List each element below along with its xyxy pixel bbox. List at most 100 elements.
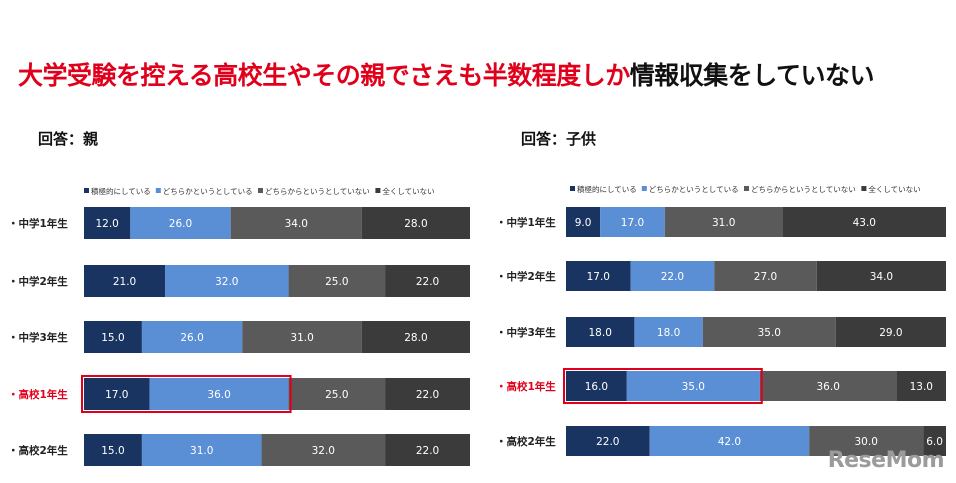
data-label: 17.0 [621,217,644,229]
chart-panel-2: 積極的にしている どちらかというとしている どちらからというとしていない 全くしていな… [496,184,946,456]
data-label: 17.0 [105,389,128,401]
data-label: 32.0 [312,445,335,457]
data-label: 22.0 [661,271,684,283]
bar-segment [714,261,817,291]
legend-swatch [84,188,89,193]
data-label: 22.0 [416,389,439,401]
data-label: 22.0 [416,445,439,457]
legend-swatch [570,186,575,191]
watermark-logo: ReseMom [827,448,945,473]
bar-segment [385,378,470,410]
category-label: ・高校1年生 [496,380,556,393]
bar-segment [566,261,631,291]
data-label: 34.0 [285,218,308,230]
headline-red: 大学受験を控える高校生やその親でさえも半数程度しか [18,61,630,90]
data-label: 18.0 [589,327,612,339]
data-label: 13.0 [910,381,933,393]
bar-segment [566,371,627,401]
bar-segment [649,426,810,456]
bar-segment [634,317,703,347]
category-label: ・中学3年生 [8,331,68,344]
bar-segment [84,321,142,353]
data-label: 35.0 [758,327,781,339]
data-label: 28.0 [404,218,427,230]
legend-label: 積極的にしている [577,184,637,194]
legend-label: どちらかというとしている [163,187,253,196]
data-label: 12.0 [95,218,118,230]
bar-segment [141,321,243,353]
chart-panel-1: 積極的にしている どちらかというとしている どちらからというとしていない 全くしていな… [8,186,470,466]
bar-segment [835,317,946,347]
legend-swatch [258,188,263,193]
legend-swatch [641,186,647,191]
bar-segment [385,265,470,297]
data-label: 22.0 [416,276,439,288]
bar-segment [816,261,946,291]
data-label: 18.0 [657,327,680,339]
data-label: 15.0 [101,445,124,457]
bar-segment [84,265,166,297]
data-label: 30.0 [855,436,878,448]
legend-label: どちらからというとしていない [265,187,370,196]
data-label: 22.0 [596,436,619,448]
data-label: 31.0 [712,217,735,229]
legend-label: 全くしていない [868,184,920,194]
bar-segment [809,426,924,456]
category-label: ・高校2年生 [8,444,68,457]
data-label: 25.0 [325,276,348,288]
legend-swatch [375,188,381,193]
bar-segment [230,207,362,239]
legend-label: どちらからというとしていない [751,185,856,194]
data-label: 36.0 [207,389,230,401]
bar-segment [626,371,760,401]
bar-segment [923,426,946,456]
bar-segment [165,265,289,297]
headline: 大学受験を控える高校生やその親でさえも半数程度しか情報収集をしていない [18,56,875,92]
legend-label: 積極的にしている [91,186,151,196]
data-label: 29.0 [879,327,902,339]
data-label: 9.0 [575,217,592,229]
category-label: ・中学1年生 [496,216,556,229]
legend-swatch [744,186,749,191]
bar-segment [600,207,665,237]
data-label: 42.0 [718,436,741,448]
legend-label: どちらかというとしている [649,185,739,194]
bar-segment [288,265,386,297]
bar-segment [566,426,650,456]
category-label: ・中学2年生 [8,275,68,288]
data-label: 43.0 [853,217,876,229]
bar-segment [630,261,715,291]
bar-segment [130,207,231,239]
legend-swatch [155,188,161,193]
legend-label: 全くしていない [382,186,434,196]
category-label: ・中学2年生 [496,270,556,283]
bar-segment [84,434,142,466]
bar-segment [141,434,262,466]
category-label: ・高校1年生 [8,388,68,401]
bar-segment [896,371,946,401]
category-label: ・中学3年生 [496,326,556,339]
data-label: 26.0 [180,332,203,344]
bar-segment [385,434,470,466]
bar-segment [84,378,150,410]
bar-segment [759,371,897,401]
bar-segment [242,321,362,353]
bar-segment [261,434,386,466]
data-label: 27.0 [754,271,777,283]
bar-segment [566,207,601,237]
bar-segment [782,207,946,237]
data-label: 28.0 [404,332,427,344]
bar-segment [288,378,386,410]
data-label: 17.0 [587,271,610,283]
headline-dark: 情報収集をしていない [629,61,875,90]
bar-segment [84,207,131,239]
data-label: 34.0 [870,271,893,283]
data-label: 15.0 [101,332,124,344]
data-label: 31.0 [190,445,213,457]
bar-segment [361,207,470,239]
legend-swatch [861,186,867,191]
category-label: ・中学1年生 [8,217,68,230]
data-label: 21.0 [113,276,136,288]
highlight-box [81,375,292,413]
